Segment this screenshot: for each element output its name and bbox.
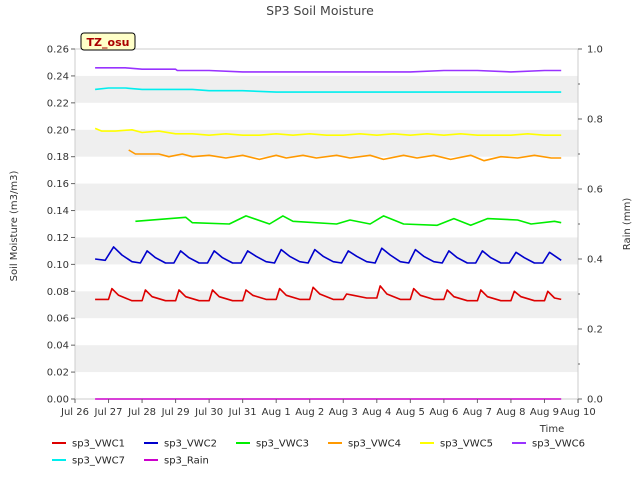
- y-axis-right: 0.0 0.2 0.4 0.6 0.8 1.0: [578, 45, 603, 406]
- y-tick-label: 0.14: [47, 206, 69, 217]
- series-layer: [94, 67, 562, 400]
- legend-label: sp3_VWC2: [164, 439, 217, 450]
- y-tick-label: 0.02: [47, 368, 69, 379]
- y2-tick-label: 0.6: [587, 185, 603, 196]
- legend-label: sp3_VWC7: [72, 456, 125, 467]
- x-tick-label: Aug 2: [295, 407, 324, 418]
- y-tick-label: 0.16: [47, 179, 69, 190]
- y-tick-label: 0.08: [47, 287, 69, 298]
- x-tick-label: Jul 30: [194, 407, 223, 418]
- x-tick-label: Aug 9: [530, 407, 559, 418]
- series-line-sp3_VWC2: [94, 246, 562, 264]
- x-tick-label: Aug 6: [429, 407, 458, 418]
- x-tick-label: Aug 1: [262, 407, 291, 418]
- series-line-sp3_VWC1: [95, 285, 562, 302]
- y-tick-label: 0.26: [47, 45, 69, 56]
- x-tick-label: Aug 3: [329, 407, 358, 418]
- y2-tick-label: 0.8: [587, 115, 603, 126]
- x-tick-label: Jul 31: [228, 407, 257, 418]
- x-tick-label: Aug 10: [560, 407, 595, 418]
- badge-label: TZ_osu: [87, 36, 130, 49]
- y-tick-label: 0.12: [47, 233, 69, 244]
- y2-axis-label: Rain (mm): [622, 198, 633, 251]
- x-tick-label: Aug 5: [396, 407, 425, 418]
- grid-band: [75, 291, 578, 319]
- badge-box: [80, 32, 136, 51]
- y2-tick-label: 0.4: [587, 255, 603, 266]
- y2-tick-label: 1.0: [587, 45, 603, 56]
- x-tick-label: Jul 28: [127, 407, 156, 418]
- series-line-sp3_VWC3: [135, 215, 562, 227]
- legend-label: sp3_Rain: [164, 456, 209, 467]
- grid-bands: [75, 75, 578, 373]
- legend: sp3_VWC1 sp3_VWC2 sp3_VWC3 sp3_VWC4 sp3_VWC5…: [52, 439, 585, 467]
- series-line-sp3_VWC7: [95, 87, 562, 93]
- grid-band: [75, 345, 578, 373]
- y-tick-label: 0.18: [47, 152, 69, 163]
- x-tick-label: Aug 8: [496, 407, 525, 418]
- legend-label: sp3_VWC6: [532, 439, 585, 450]
- y-tick-label: 0.10: [47, 260, 69, 271]
- series-line-sp3_VWC4: [128, 149, 562, 162]
- y-tick-label: 0.24: [47, 71, 69, 82]
- y2-tick-label: 0.0: [587, 395, 603, 406]
- x-tick-label: Aug 7: [463, 407, 492, 418]
- y-tick-label: 0.04: [47, 341, 69, 352]
- y2-tick-label: 0.2: [587, 325, 603, 336]
- legend-label: sp3_VWC5: [440, 439, 493, 450]
- legend-label: sp3_VWC4: [348, 439, 401, 450]
- legend-label: sp3_VWC1: [72, 439, 125, 450]
- y-tick-label: 0.22: [47, 98, 69, 109]
- y-tick-label: 0.06: [47, 314, 69, 325]
- chart-title: SP3 Soil Moisture: [266, 3, 374, 18]
- y-tick-label: 0.00: [47, 395, 69, 406]
- x-tick-label: Jul 29: [161, 407, 190, 418]
- x-axis: Jul 26 Jul 27 Jul 28 Jul 29 Jul 30 Jul 31 Aug …: [60, 399, 596, 418]
- x-tick-label: Jul 27: [94, 407, 123, 418]
- series-line-sp3_VWC5: [94, 127, 562, 136]
- y-axis-left: 0.00 0.02 0.04 0.06 0.08 0.10 0.12 0.14 0.16 0.18…: [47, 45, 75, 406]
- series-line-sp3_VWC6: [95, 67, 562, 73]
- grid-band: [75, 129, 578, 157]
- x-axis-label: Time: [539, 424, 564, 435]
- y-tick-label: 0.20: [47, 125, 69, 136]
- grid-band: [75, 237, 578, 265]
- x-tick-label: Aug 4: [362, 407, 391, 418]
- badge: TZ_osu: [80, 32, 136, 51]
- grid-band: [75, 183, 578, 211]
- legend-label: sp3_VWC3: [256, 439, 309, 450]
- y-axis-label: Soil Moisture (m3/m3): [9, 171, 20, 282]
- x-tick-label: Jul 26: [60, 407, 89, 418]
